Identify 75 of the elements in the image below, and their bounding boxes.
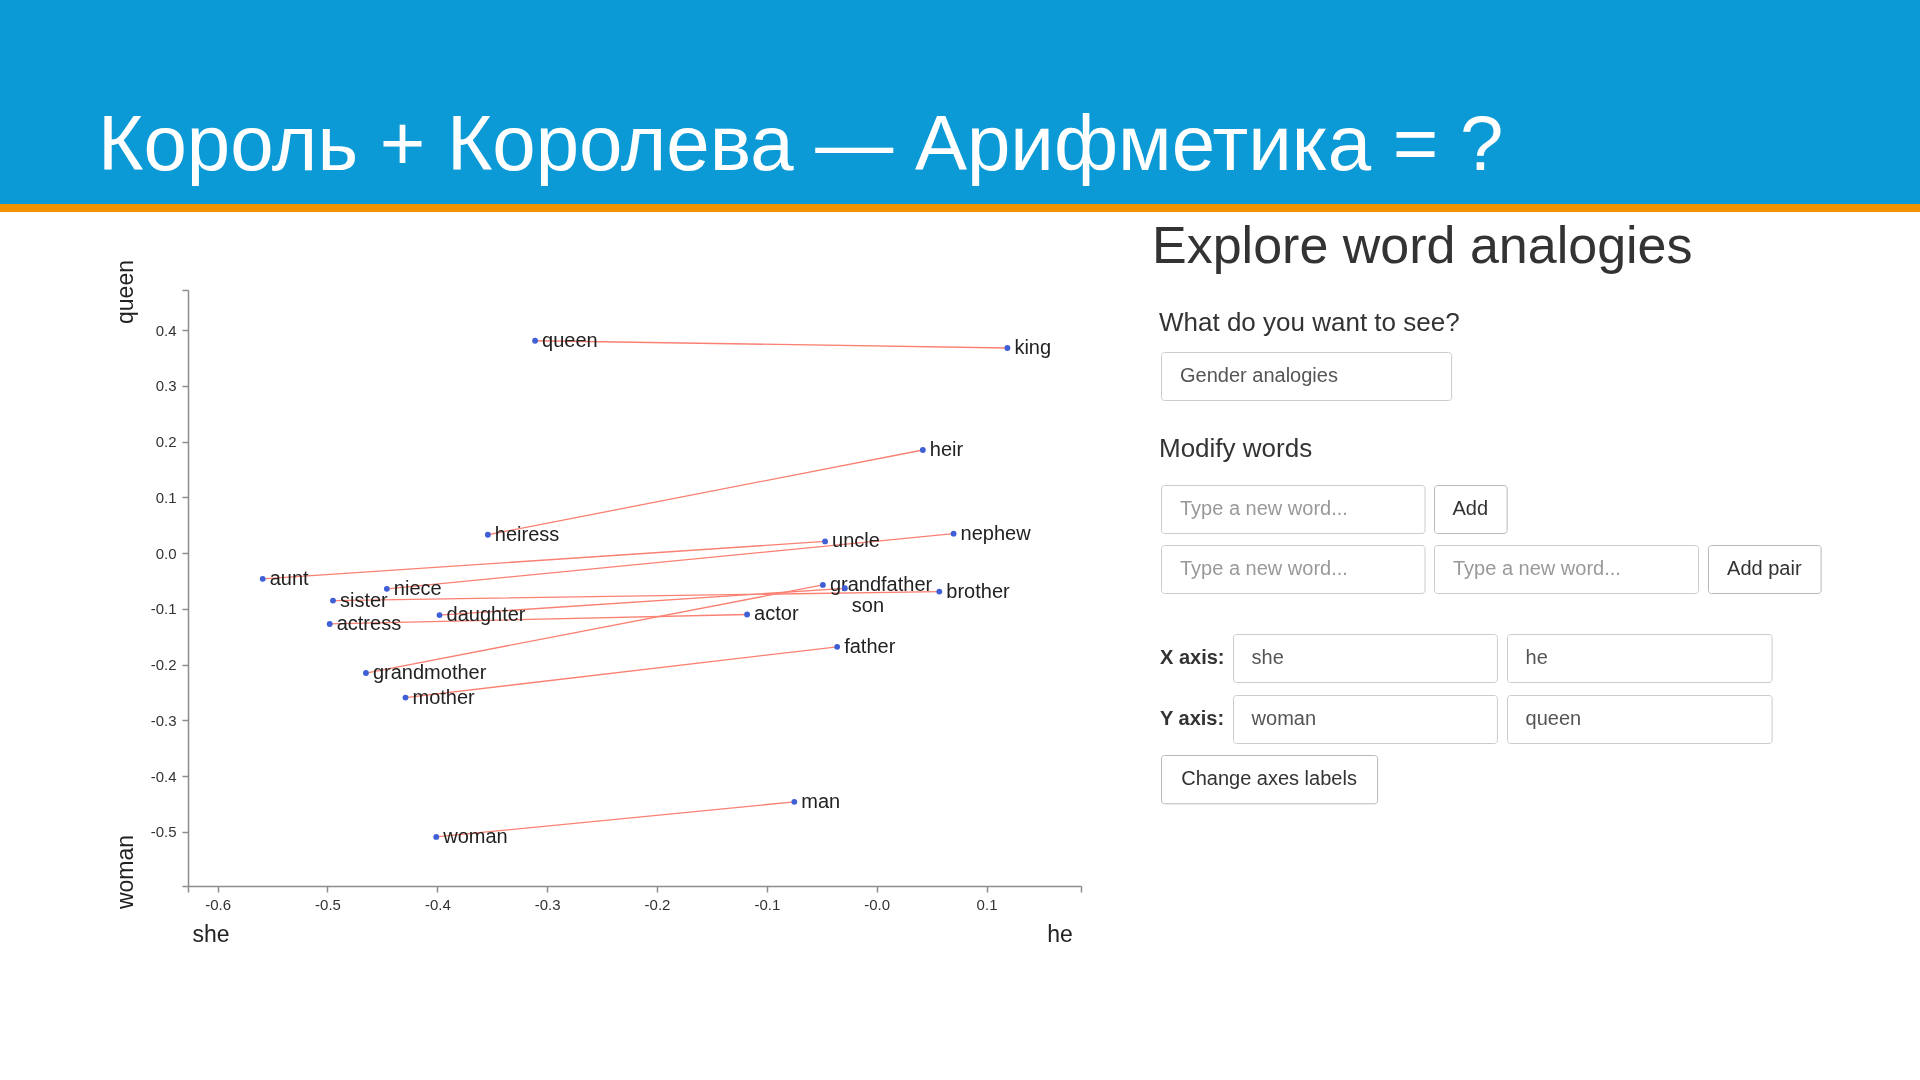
x-tick-label: -0.0 bbox=[864, 895, 891, 913]
annotation: heiress bbox=[494, 522, 560, 545]
text: Type a new word... bbox=[1180, 497, 1348, 519]
annotation: mother bbox=[412, 685, 476, 708]
text: he bbox=[1047, 921, 1073, 947]
x-tick-label: -0.5 bbox=[315, 895, 341, 913]
x-tick-label: -0.6 bbox=[205, 895, 232, 913]
y-tick-label: 0.0 bbox=[155, 544, 177, 562]
point bbox=[484, 531, 491, 538]
point bbox=[834, 643, 841, 650]
text: Add bbox=[1452, 497, 1489, 519]
annotation: sister bbox=[339, 588, 389, 611]
point bbox=[819, 582, 826, 588]
annotation: woman bbox=[442, 824, 508, 847]
y-tick-label: -0.2 bbox=[150, 656, 177, 674]
annotation: niece bbox=[393, 576, 442, 599]
annotation: heir bbox=[929, 438, 964, 461]
annotation: actor bbox=[754, 602, 799, 625]
chart-title: Король + Королева — Арифметика = ? bbox=[98, 99, 1504, 187]
text: woman bbox=[1250, 707, 1317, 729]
text: What do you want to see? bbox=[1159, 307, 1460, 337]
annotation: uncle bbox=[832, 529, 880, 552]
annotation: man bbox=[801, 789, 841, 812]
text: Modify words bbox=[1159, 433, 1313, 463]
y-tick-label: 0.3 bbox=[155, 377, 177, 395]
point bbox=[363, 670, 369, 676]
annotation: grandmother bbox=[372, 661, 487, 684]
text: Explore word analogies bbox=[1152, 216, 1693, 274]
x-tick-label: -0.3 bbox=[534, 895, 561, 913]
text: Gender analogies bbox=[1180, 364, 1338, 386]
y-tick-label: -0.5 bbox=[150, 823, 177, 841]
point bbox=[433, 834, 440, 840]
annotation: nephew bbox=[960, 521, 1032, 544]
text: woman bbox=[112, 834, 138, 911]
point bbox=[259, 575, 266, 582]
x-tick-label: -0.4 bbox=[424, 895, 451, 913]
text: she bbox=[192, 921, 230, 947]
annotation: aunt bbox=[269, 566, 310, 589]
point bbox=[326, 621, 333, 627]
text: Type a new word... bbox=[1453, 557, 1621, 579]
point bbox=[383, 585, 390, 592]
y-tick-label: -0.4 bbox=[150, 767, 177, 785]
point bbox=[436, 612, 443, 618]
annotation: brother bbox=[946, 579, 1011, 602]
x-tick-label: -0.2 bbox=[644, 895, 671, 913]
text: she bbox=[1251, 646, 1284, 668]
point bbox=[822, 538, 828, 545]
point bbox=[330, 597, 336, 604]
text: Y axis: bbox=[1160, 707, 1225, 729]
text: Change axes labels bbox=[1181, 767, 1357, 790]
point bbox=[950, 530, 957, 537]
text: he bbox=[1525, 646, 1548, 668]
text: Type a new word... bbox=[1180, 557, 1348, 579]
annotation: father bbox=[844, 634, 896, 657]
point bbox=[744, 611, 750, 618]
text: queen bbox=[1525, 707, 1582, 729]
y-tick-label: 0.1 bbox=[155, 488, 177, 506]
point bbox=[936, 588, 943, 595]
point bbox=[532, 337, 539, 344]
annotation: son bbox=[851, 594, 885, 617]
text: Add pair bbox=[1727, 557, 1802, 579]
y-tick-label: 0.4 bbox=[155, 321, 177, 339]
text: queen bbox=[112, 260, 138, 324]
y-tick-label: -0.3 bbox=[150, 711, 177, 729]
x-tick-label: 0.1 bbox=[976, 895, 998, 913]
annotation: king bbox=[1014, 335, 1052, 358]
point bbox=[1004, 345, 1011, 351]
y-tick-label: -0.1 bbox=[150, 600, 177, 618]
annotation: grandfather bbox=[829, 572, 933, 595]
y-tick-label: 0.2 bbox=[155, 433, 177, 451]
point bbox=[919, 447, 926, 453]
point bbox=[402, 694, 409, 701]
x-tick-label: -0.1 bbox=[754, 895, 781, 913]
text: X axis: bbox=[1160, 646, 1225, 668]
point bbox=[791, 798, 798, 805]
